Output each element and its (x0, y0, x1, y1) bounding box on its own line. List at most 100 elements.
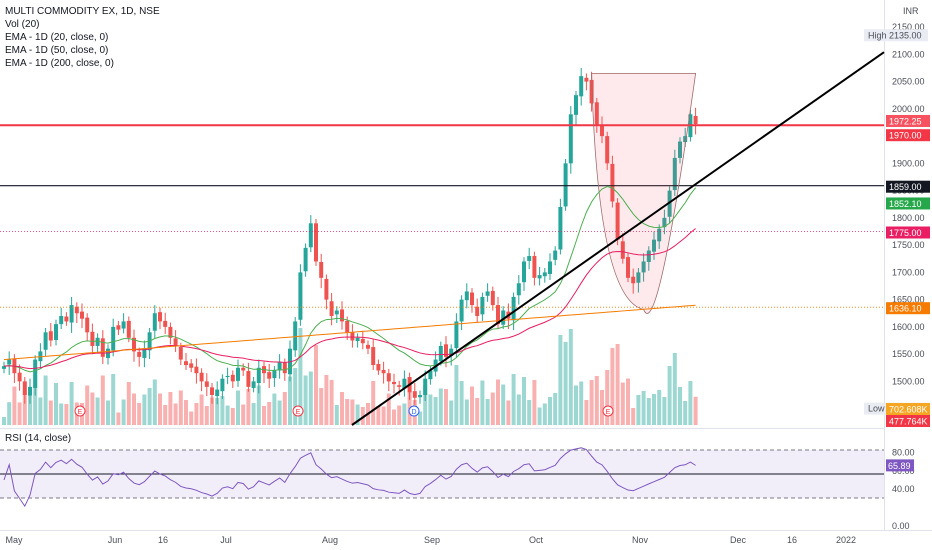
candle-body (548, 261, 552, 275)
volume-bar (522, 377, 526, 425)
volume-bar (59, 403, 64, 425)
volume-bar (542, 403, 547, 425)
candle-body (475, 306, 480, 316)
price-badge-label: 702.608K (889, 405, 928, 415)
candle-body (683, 136, 688, 143)
volume-bar (537, 407, 542, 425)
indicator-lines[interactable] (0, 51, 885, 508)
candle-body (282, 362, 287, 374)
candle-body (568, 114, 573, 164)
indicator-ema50: EMA - 1D (50, close, 0) (5, 45, 109, 56)
event-marker-icon (408, 405, 420, 417)
indicator-ema20: EMA - 1D (20, close, 0) (5, 32, 109, 43)
candle-body (496, 305, 500, 325)
candle-body (584, 77, 589, 82)
volume-bar (132, 393, 136, 425)
volume-bar (672, 353, 677, 425)
volume-bar (386, 393, 391, 425)
volume-bar (33, 370, 38, 425)
candle-body (7, 359, 12, 365)
axes-group[interactable]: 2150.002100.002050.002000.001950.001900.… (5, 6, 930, 545)
candle-body (574, 95, 578, 115)
candle-body (293, 321, 298, 351)
candle-body (470, 292, 474, 306)
volume-bar (693, 396, 698, 425)
candle-body (59, 315, 64, 325)
candle-body (220, 378, 225, 392)
candle-body (610, 163, 615, 202)
rsi-value-label: 65.89 (888, 461, 911, 471)
candle-body (236, 367, 240, 381)
candle-body (594, 102, 599, 126)
price-badge (886, 302, 930, 315)
candle-body (355, 337, 360, 342)
event-marker-icon (292, 405, 304, 417)
candle-body (230, 374, 235, 382)
volume-bar (241, 404, 246, 425)
time-tick-label: Dec (730, 535, 747, 545)
volume-bar (163, 405, 168, 425)
rsi-tick-label: 40.00 (892, 484, 915, 494)
volume-bar (667, 366, 672, 425)
volume-bar (173, 403, 178, 425)
candle-body (173, 338, 178, 346)
price-tick-label: 2150.00 (892, 22, 925, 32)
price-badge (886, 129, 930, 142)
volume-bar (288, 376, 292, 425)
candle-body (605, 136, 610, 164)
volume-bar (12, 386, 17, 425)
candle-body (168, 326, 173, 338)
volume-bar (152, 379, 157, 425)
volume-bar (256, 385, 261, 425)
volume-bar (48, 400, 53, 425)
volume-bar (95, 397, 100, 425)
candle-body (662, 217, 667, 228)
candle-body (371, 347, 376, 366)
candle-body (204, 381, 209, 387)
ema200-line (3, 304, 696, 361)
candle-body (334, 310, 339, 315)
candle-body (579, 76, 584, 97)
price-badge (886, 114, 930, 127)
volume-bar (355, 404, 360, 425)
volume-bar (568, 329, 573, 425)
candle-body (90, 331, 95, 346)
volume-bar (236, 390, 240, 425)
cup-pattern (591, 73, 697, 314)
volume-bar (2, 417, 6, 425)
time-tick-label: Sep (424, 535, 440, 545)
candle-body (449, 348, 454, 356)
volume-bar (516, 394, 521, 425)
volume-bar (646, 398, 651, 425)
candle-body (194, 366, 199, 374)
volume-bar (381, 406, 386, 425)
volume-bar (64, 404, 69, 425)
candle-body (324, 278, 329, 300)
volume-bar (615, 344, 620, 425)
candle-body (303, 247, 308, 272)
candle-body (267, 372, 272, 379)
volume-bar (688, 381, 693, 425)
candle-body (626, 257, 630, 278)
price-badge-label: 1859.00 (889, 182, 922, 192)
volume-bar (38, 397, 43, 425)
time-tick-label: May (5, 535, 23, 545)
candle-body (241, 367, 246, 371)
candles-group[interactable] (2, 67, 698, 425)
candle-body (111, 326, 116, 351)
candle-body (126, 320, 131, 338)
volume-bar (392, 409, 396, 425)
volume-bar (626, 378, 630, 425)
price-badge (886, 415, 930, 427)
candle-body (522, 261, 526, 283)
candle-body (350, 332, 355, 341)
volume-bar (501, 384, 506, 425)
price-tick-label: 2050.00 (892, 77, 925, 87)
candle-body (298, 272, 303, 320)
volume-bar (126, 382, 131, 425)
volume-bar (548, 397, 552, 425)
candle-body (225, 375, 230, 378)
volume-bar (360, 407, 365, 425)
candle-body (516, 283, 521, 296)
